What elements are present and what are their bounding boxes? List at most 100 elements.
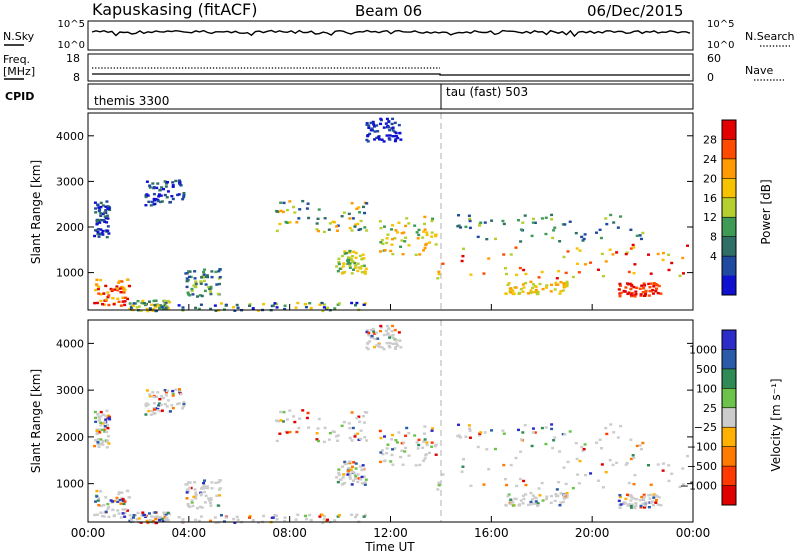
colorbar-swatch bbox=[722, 256, 736, 277]
velocity-echo-cell bbox=[94, 439, 98, 442]
power-echo-cell bbox=[393, 121, 397, 125]
velocity-echo-cell bbox=[96, 441, 100, 444]
power-echo-cell bbox=[145, 193, 149, 196]
power-echo-cell bbox=[515, 273, 519, 277]
velocity-echo-cell bbox=[232, 517, 236, 521]
velocity-echo-cell bbox=[283, 519, 287, 523]
power-echo-cell bbox=[638, 287, 642, 290]
velocity-echo-cell bbox=[155, 395, 159, 398]
power-echo-cell bbox=[177, 193, 181, 196]
power-echo-cell bbox=[275, 229, 279, 233]
power-echo-cell bbox=[365, 138, 369, 142]
velocity-echo-cell bbox=[366, 342, 370, 345]
velocity-echo-cell bbox=[554, 493, 558, 496]
power-echo-cell bbox=[171, 197, 175, 201]
velocity-echo-cell bbox=[108, 418, 112, 421]
power-echo-cell bbox=[553, 226, 557, 229]
power-echo-cell bbox=[517, 292, 521, 295]
velocity-echo-cell bbox=[187, 481, 191, 484]
velocity-echo-cell bbox=[656, 503, 660, 506]
velocity-echo-cell bbox=[530, 498, 534, 501]
velocity-echo-cell bbox=[370, 334, 374, 338]
velocity-echo-cell bbox=[400, 441, 404, 445]
power-echo-cell bbox=[117, 281, 121, 284]
velocity-echo-cell bbox=[598, 438, 602, 441]
xtick-label: 12:00 bbox=[373, 526, 408, 540]
velocity-echo-cell bbox=[468, 427, 472, 430]
power-echo-cell bbox=[97, 285, 101, 289]
velocity-echo-cell bbox=[529, 502, 533, 506]
velocity-echo-cell bbox=[190, 501, 194, 504]
velocity-echo-cell bbox=[104, 414, 108, 418]
power-echo-cell bbox=[394, 229, 398, 232]
power-echo-cell bbox=[618, 284, 622, 287]
power-echo-cell bbox=[629, 228, 633, 232]
power-echo-cell bbox=[390, 122, 394, 126]
velocity-echo-cell bbox=[99, 442, 103, 446]
power-echo-cell bbox=[317, 208, 321, 211]
power-echo-cell bbox=[105, 200, 109, 203]
power-echo-cell bbox=[554, 283, 558, 286]
velocity-echo-cell bbox=[404, 446, 408, 450]
velocity-echo-cell bbox=[559, 501, 563, 504]
power-echo-cell bbox=[436, 277, 440, 280]
power-echo-cell bbox=[617, 288, 621, 291]
velocity-echo-cell bbox=[275, 514, 279, 518]
velocity-echo-cell bbox=[511, 504, 515, 507]
power-echo-cell bbox=[163, 299, 167, 303]
power-echo-cell bbox=[139, 309, 143, 312]
power-echo-cell bbox=[427, 241, 431, 244]
velocity-echo-cell bbox=[362, 475, 366, 478]
velocity-echo-cell bbox=[292, 415, 296, 418]
power-echo-cell bbox=[154, 305, 158, 309]
power-echo-cell bbox=[99, 205, 103, 209]
velocity-echo-cell bbox=[584, 473, 588, 477]
velocity-echo-cell bbox=[483, 431, 487, 434]
velocity-echo-cell bbox=[366, 347, 370, 351]
velocity-echo-cell bbox=[521, 502, 525, 505]
power-echo-cell bbox=[96, 287, 100, 291]
velocity-echo-cell bbox=[407, 431, 411, 435]
velocity-echo-cell bbox=[534, 500, 538, 503]
velocity-echo-cell bbox=[145, 402, 149, 405]
velocity-colorbar-label: Velocity [m s⁻¹] bbox=[769, 378, 783, 471]
velocity-echo-cell bbox=[336, 434, 340, 437]
power-echo-cell bbox=[400, 239, 404, 242]
power-echo-cell bbox=[631, 243, 635, 247]
velocity-echo-cell bbox=[619, 424, 623, 428]
velocity-echo-cell bbox=[271, 516, 275, 519]
power-echo-cell bbox=[193, 270, 197, 273]
power-echo-cell bbox=[94, 229, 98, 232]
velocity-echo-cell bbox=[372, 330, 376, 333]
power-echo-cell bbox=[384, 122, 388, 125]
power-echo-cell bbox=[182, 191, 186, 195]
power-echo-cell bbox=[340, 254, 344, 258]
power-echo-cell bbox=[537, 276, 541, 279]
power-axes: 1000 2000 3000 4000 bbox=[56, 130, 694, 310]
power-echo-cell bbox=[468, 219, 472, 223]
power-echo-cell bbox=[342, 211, 346, 214]
beam-title: Beam 06 bbox=[355, 2, 422, 20]
power-echo-cell bbox=[101, 212, 105, 216]
velocity-echo-cell bbox=[106, 424, 110, 427]
velocity-echo-cell bbox=[398, 339, 402, 342]
velocity-echo-cell bbox=[562, 466, 566, 469]
velocity-echo-cell bbox=[164, 394, 168, 397]
velocity-echo-cell bbox=[351, 470, 355, 474]
power-echo-cell bbox=[235, 303, 239, 307]
velocity-echo-cell bbox=[394, 345, 398, 349]
noise-left-tick-top: 10^5 bbox=[58, 19, 85, 30]
power-echo-cell bbox=[568, 220, 572, 223]
velocity-echo-cell bbox=[391, 463, 395, 466]
power-echo-cell bbox=[649, 282, 653, 285]
velocity-echo-cell bbox=[159, 410, 163, 413]
velocity-echo-cell bbox=[150, 515, 154, 518]
power-echo-cell bbox=[403, 240, 407, 243]
velocity-echo-cell bbox=[647, 505, 651, 509]
velocity-echo-cell bbox=[619, 503, 623, 506]
velocity-echo-cell bbox=[647, 464, 651, 467]
velocity-echo-cell bbox=[98, 431, 102, 434]
velocity-echo-cell bbox=[401, 463, 405, 466]
freq-line bbox=[92, 73, 690, 76]
power-echo-cell bbox=[354, 256, 358, 260]
